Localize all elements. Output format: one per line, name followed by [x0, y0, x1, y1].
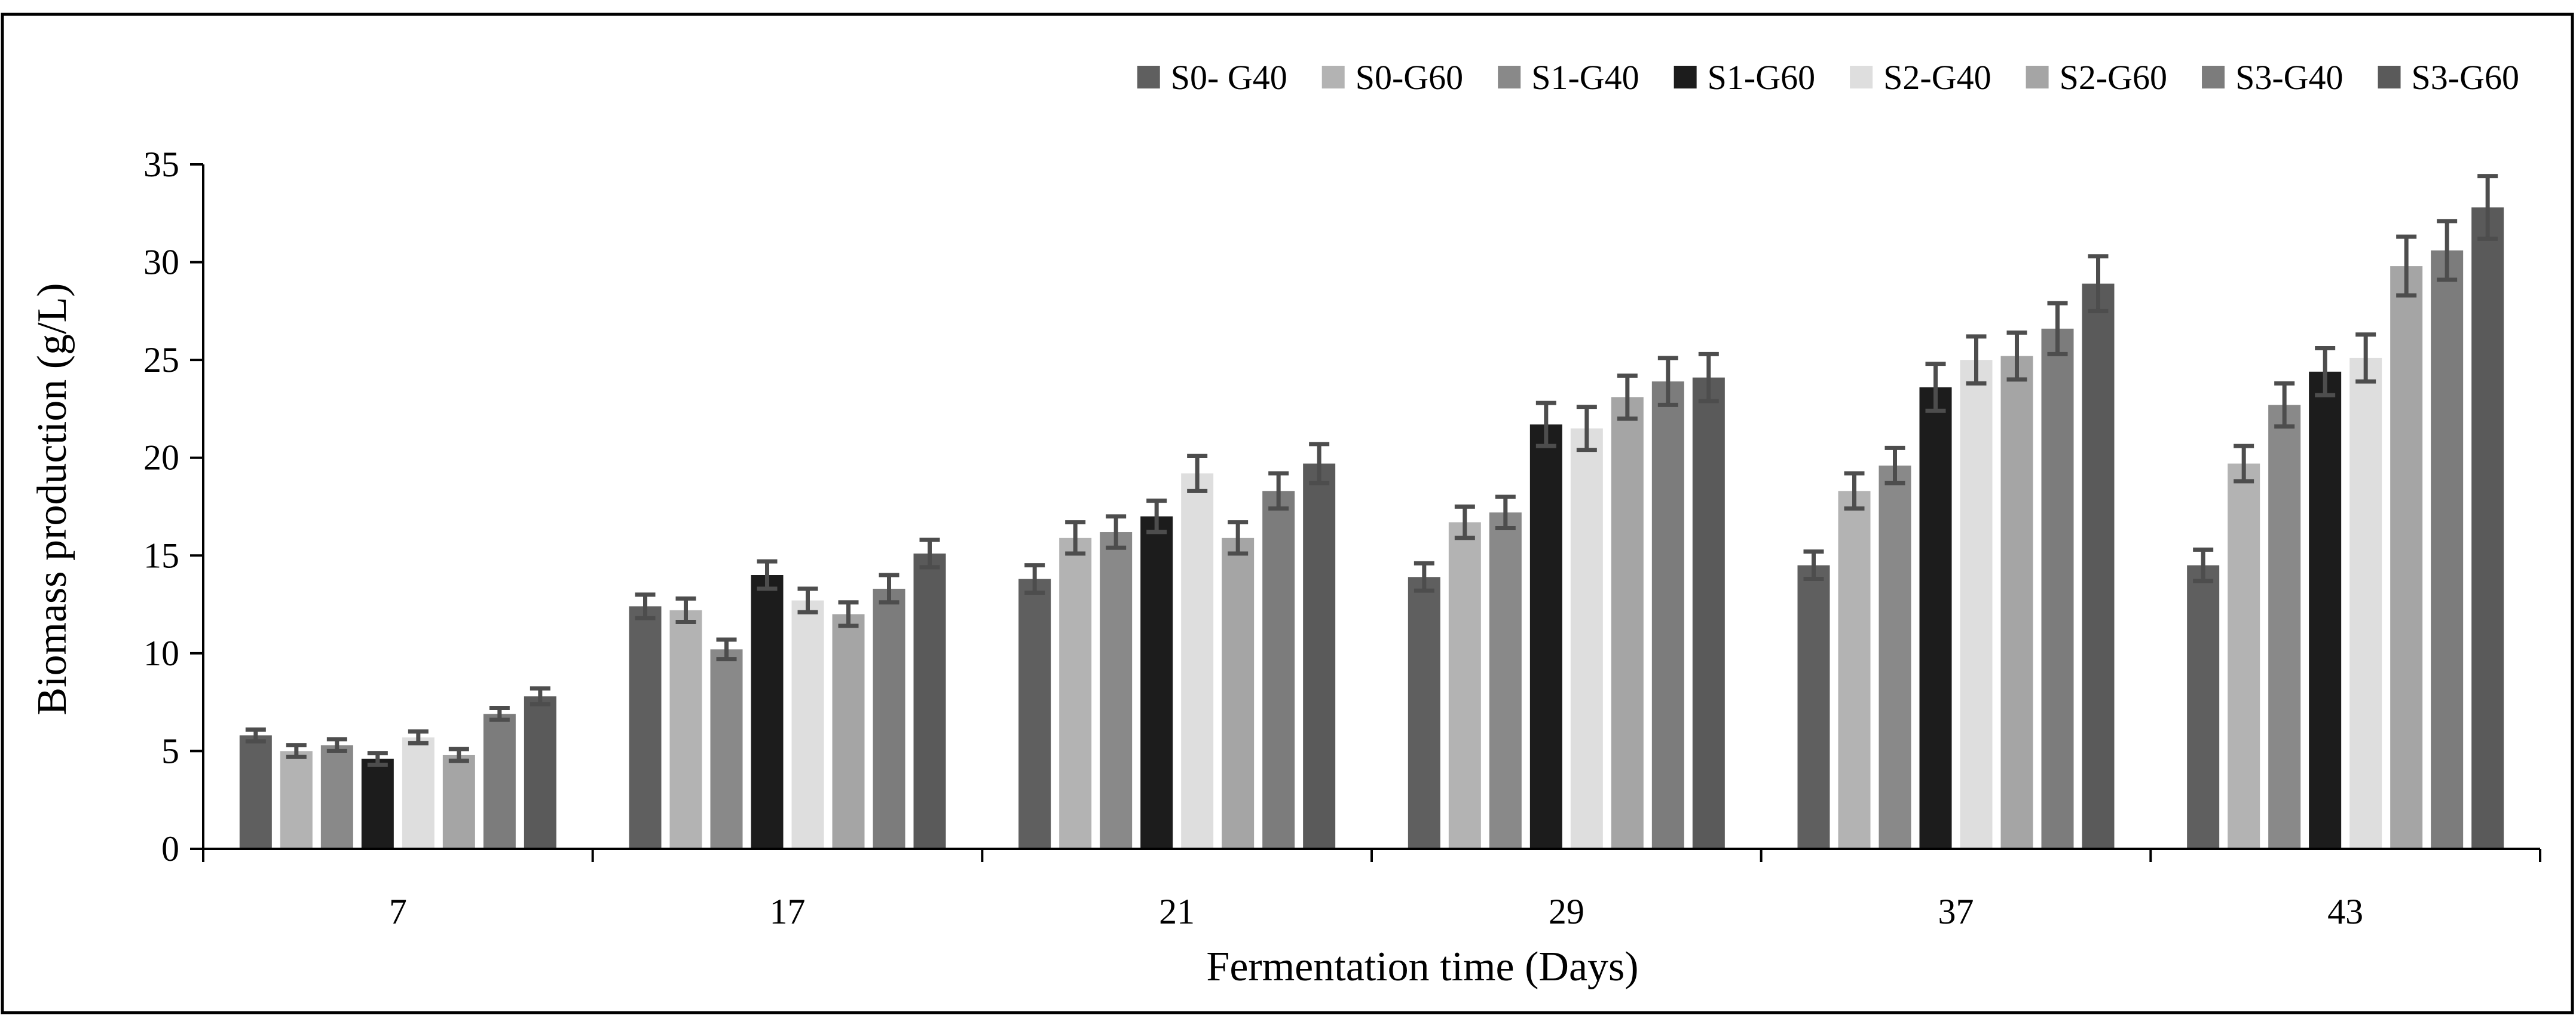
bar-s0-g40-day-29 — [1408, 577, 1440, 849]
bar-s0-g60-day-43 — [2228, 463, 2260, 849]
bar-s2-g60-day-17 — [832, 614, 865, 849]
x-tick-label: 37 — [1938, 892, 1974, 931]
legend-swatch — [2202, 66, 2225, 88]
legend-swatch — [1498, 66, 1521, 88]
x-tick-label: 21 — [1159, 892, 1195, 931]
x-tick-label: 43 — [2327, 892, 2363, 931]
legend-item-s0-g60: S0-G60 — [1321, 58, 1463, 97]
legend-label: S2-G60 — [2060, 58, 2167, 97]
bar-s3-g60-day-29 — [1692, 377, 1725, 849]
bar-s1-g60-day-43 — [2309, 371, 2342, 849]
bar-s1-g40-day-7 — [320, 745, 353, 849]
bar-s2-g40-day-29 — [1570, 428, 1603, 849]
legend: S0- G40 S0-G60 S1-G40 S1-G60 S2-G40 S2-G60 S3-… — [1137, 58, 2519, 97]
y-tick-label: 0 — [161, 829, 179, 869]
bar-s0-g60-day-7 — [280, 751, 313, 849]
y-tick-label: 30 — [143, 243, 179, 282]
bar-s3-g60-day-7 — [524, 696, 556, 849]
legend-swatch — [1321, 66, 1345, 88]
bar-s0-g40-day-43 — [2187, 565, 2220, 849]
bar-s2-g60-day-29 — [1611, 397, 1644, 849]
bar-s1-g40-day-17 — [710, 649, 743, 849]
bar-s1-g60-day-7 — [361, 759, 394, 849]
bar-s0-g60-day-21 — [1059, 537, 1092, 849]
bar-s2-g40-day-7 — [402, 737, 435, 849]
bar-s3-g60-day-37 — [2082, 283, 2115, 849]
bar-s1-g40-day-21 — [1100, 532, 1133, 849]
legend-label: S0- G40 — [1171, 58, 1287, 97]
legend-label: S1-G40 — [1531, 58, 1639, 97]
bar-s3-g40-day-7 — [483, 714, 516, 849]
y-tick-label: 35 — [143, 145, 179, 184]
bar-s2-g60-day-43 — [2390, 266, 2423, 849]
x-tick-label: 7 — [389, 892, 407, 931]
y-axis-title: Biomass production (g/L) — [29, 283, 75, 715]
legend-label: S3-G60 — [2412, 58, 2519, 97]
y-tick-label: 5 — [161, 731, 179, 771]
legend-item-s2-g60: S2-G60 — [2026, 58, 2167, 97]
legend-label: S3-G40 — [2235, 58, 2343, 97]
y-axis: 0 5 10 15 20 25 30 35 — [143, 145, 204, 869]
legend-swatch — [1850, 66, 1873, 88]
bar-s2-g60-day-37 — [2000, 356, 2033, 849]
legend-item-s1-g40: S1-G40 — [1498, 58, 1639, 97]
bar-s0-g60-day-29 — [1448, 522, 1481, 849]
legend-swatch — [2026, 66, 2049, 88]
bar-s3-g60-day-21 — [1303, 463, 1336, 849]
legend-item-s0-g40: S0- G40 — [1137, 58, 1287, 97]
bar-s0-g60-day-37 — [1838, 491, 1871, 849]
bar-s3-g40-day-43 — [2431, 250, 2464, 849]
bar-s2-g40-day-21 — [1181, 473, 1214, 849]
bar-s0-g40-day-7 — [239, 735, 272, 849]
legend-swatch — [1674, 66, 1697, 88]
bar-s3-g40-day-37 — [2041, 328, 2074, 849]
legend-item-s2-g40: S2-G40 — [1850, 58, 1991, 97]
bar-s1-g40-day-43 — [2268, 405, 2301, 849]
x-axis-title: Fermentation time (Days) — [1206, 944, 1638, 990]
bar-s1-g40-day-29 — [1489, 512, 1522, 849]
x-axis: 7 17 21 29 37 43 — [202, 848, 2541, 931]
bar-s2-g40-day-37 — [1960, 360, 1993, 849]
bar-s2-g40-day-17 — [791, 600, 824, 849]
bar-s0-g40-day-17 — [629, 606, 662, 849]
legend-swatch — [2378, 66, 2401, 88]
bar-s0-g60-day-17 — [669, 610, 702, 849]
bar-s3-g60-day-17 — [913, 554, 946, 849]
bar-s3-g40-day-17 — [873, 588, 905, 849]
x-tick-label: 17 — [770, 892, 806, 931]
y-tick-label: 20 — [143, 438, 179, 478]
bar-s3-g60-day-43 — [2471, 207, 2504, 849]
legend-label: S2-G40 — [1883, 58, 1991, 97]
bar-s0-g40-day-21 — [1018, 579, 1051, 849]
legend-item-s1-g60: S1-G60 — [1674, 58, 1815, 97]
legend-item-s3-g60: S3-G60 — [2378, 58, 2519, 97]
bar-s1-g60-day-17 — [751, 575, 784, 849]
y-tick-label: 15 — [143, 536, 179, 575]
bar-s3-g40-day-29 — [1651, 381, 1684, 849]
legend-item-s3-g40: S3-G40 — [2202, 58, 2344, 97]
bar-s2-g60-day-7 — [442, 754, 475, 849]
bar-s2-g40-day-43 — [2349, 357, 2382, 849]
legend-label: S0-G60 — [1356, 58, 1463, 97]
bar-s3-g40-day-21 — [1262, 491, 1295, 849]
y-tick-label: 10 — [143, 634, 179, 673]
bars — [239, 174, 2504, 849]
legend-label: S1-G60 — [1708, 58, 1815, 97]
bar-s1-g40-day-37 — [1879, 465, 1911, 849]
bar-s0-g40-day-37 — [1797, 565, 1830, 849]
y-tick-label: 25 — [143, 340, 179, 380]
legend-swatch — [1137, 66, 1160, 88]
x-tick-label: 29 — [1549, 892, 1584, 931]
bar-s1-g60-day-37 — [1919, 387, 1952, 849]
bar-s1-g60-day-21 — [1140, 516, 1173, 849]
bar-s2-g60-day-21 — [1222, 537, 1255, 849]
bar-s1-g60-day-29 — [1529, 424, 1562, 849]
